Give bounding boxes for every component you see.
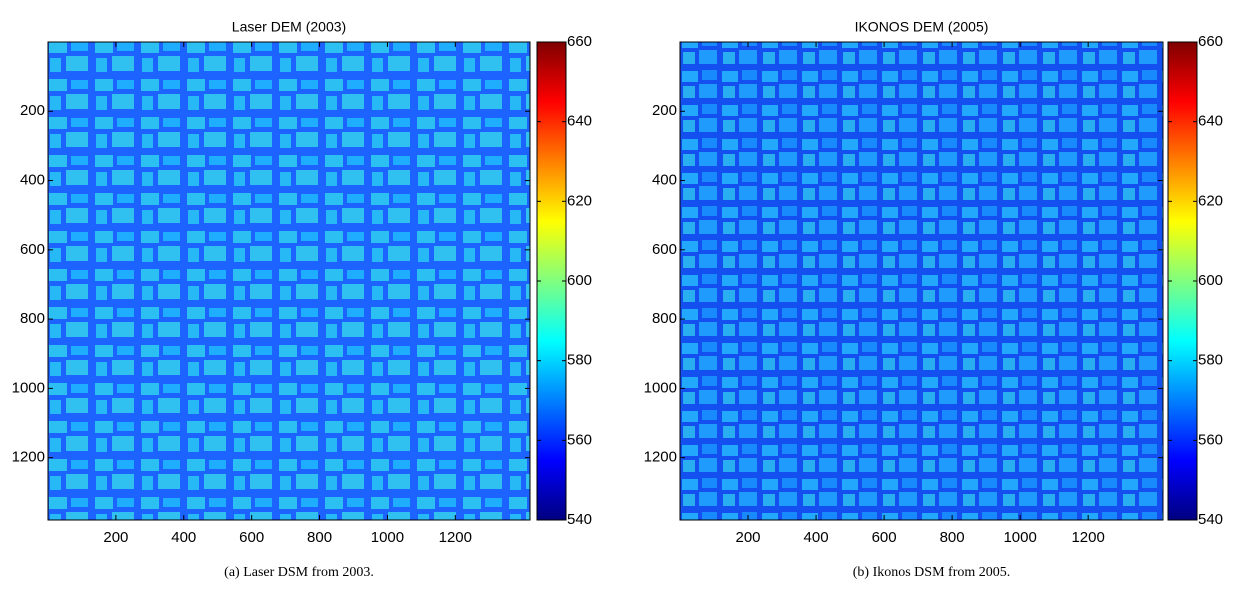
- chart-title: IKONOS DEM (2005): [855, 19, 989, 35]
- colorbar-tick-label: 640: [1198, 113, 1223, 130]
- x-tick-label: 1000: [1003, 529, 1036, 546]
- colorbar-tick-label: 580: [567, 352, 592, 369]
- y-tick-label: 600: [20, 241, 45, 258]
- figure: Laser DEM (2003) 200 400 600 800 1000 1200 200 4…: [0, 0, 1240, 610]
- y-tick-label: 1000: [644, 379, 677, 396]
- y-tick-label: 200: [20, 102, 45, 119]
- x-tick-label: 600: [872, 529, 897, 546]
- caption: (a) Laser DSM from 2003.: [224, 565, 374, 580]
- colorbar-tick-label: 600: [1198, 272, 1223, 289]
- x-tick-label: 1200: [439, 529, 472, 546]
- y-tick-label: 800: [20, 310, 45, 327]
- y-tick-label: 1200: [12, 449, 45, 466]
- dem-image: [680, 42, 1163, 520]
- x-tick-label: 600: [239, 529, 264, 546]
- x-tick-label: 1000: [371, 529, 404, 546]
- x-tick-label: 400: [804, 529, 829, 546]
- x-tick-label: 800: [307, 529, 332, 546]
- dem-image: [48, 42, 530, 520]
- colorbar-tick-label: 540: [1198, 511, 1223, 528]
- colorbar-tick-label: 660: [567, 33, 592, 50]
- colorbar-tick-label: 540: [567, 511, 592, 528]
- x-tick-label: 400: [171, 529, 196, 546]
- x-tick-label: 800: [940, 529, 965, 546]
- colorbar-tick-label: 660: [1198, 33, 1223, 50]
- y-tick-label: 800: [652, 310, 677, 327]
- y-tick-label: 600: [652, 241, 677, 258]
- y-tick-label: 1200: [644, 449, 677, 466]
- x-tick-label: 200: [736, 529, 761, 546]
- colorbar: [1168, 42, 1197, 520]
- y-tick-label: 1000: [12, 379, 45, 396]
- caption: (b) Ikonos DSM from 2005.: [853, 565, 1011, 580]
- y-tick-label: 200: [652, 102, 677, 119]
- colorbar-tick-label: 560: [1198, 431, 1223, 448]
- y-tick-label: 400: [652, 172, 677, 189]
- colorbar-tick-label: 580: [1198, 352, 1223, 369]
- colorbar-tick-label: 620: [567, 192, 592, 209]
- chart-title: Laser DEM (2003): [232, 19, 346, 35]
- colorbar-tick-label: 640: [567, 113, 592, 130]
- x-tick-label: 1200: [1071, 529, 1104, 546]
- colorbar-tick-label: 600: [567, 272, 592, 289]
- colorbar: [537, 42, 566, 520]
- colorbar-tick-label: 620: [1198, 192, 1223, 209]
- x-tick-label: 200: [103, 529, 128, 546]
- colorbar-tick-label: 560: [567, 431, 592, 448]
- y-tick-label: 400: [20, 172, 45, 189]
